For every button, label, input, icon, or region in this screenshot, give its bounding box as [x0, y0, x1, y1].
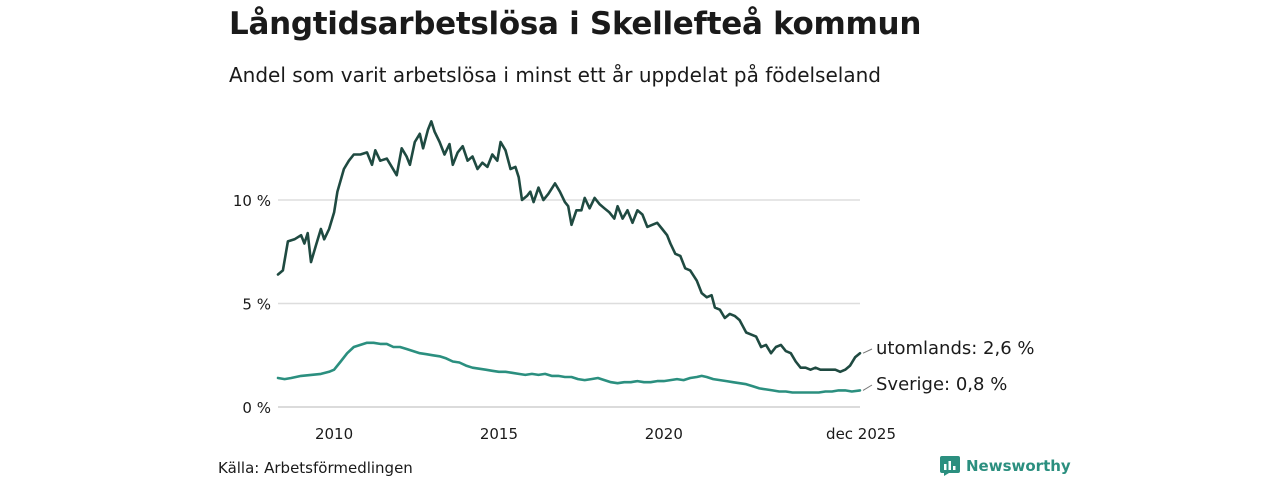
- source-note: Källa: Arbetsförmedlingen: [218, 459, 413, 477]
- series-line-sverige: [276, 341, 862, 394]
- y-tick-label: 10 %: [233, 192, 271, 210]
- series-end-label: Sverige: 0,8 %: [876, 374, 1007, 395]
- chart-subtitle: Andel som varit arbetslösa i minst ett å…: [229, 63, 881, 87]
- series-end-label: utomlands: 2,6 %: [876, 338, 1035, 359]
- leader-line: [862, 384, 873, 391]
- brand-logo[interactable]: Newsworthy: [940, 456, 1071, 476]
- newsworthy-logo-icon: [940, 456, 960, 476]
- x-tick-label: 2020: [645, 425, 683, 443]
- x-tick-label: 2015: [480, 425, 518, 443]
- leader-line: [862, 348, 873, 354]
- series-line-utomlands: [276, 120, 862, 374]
- x-tick-label: dec 2025: [826, 425, 896, 443]
- y-tick-label: 5 %: [242, 296, 271, 314]
- chart-title: Långtidsarbetslösa i Skellefteå kommun: [229, 6, 922, 42]
- brand-name: Newsworthy: [966, 457, 1071, 475]
- y-tick-label: 0 %: [242, 399, 271, 417]
- x-tick-label: 2010: [315, 425, 353, 443]
